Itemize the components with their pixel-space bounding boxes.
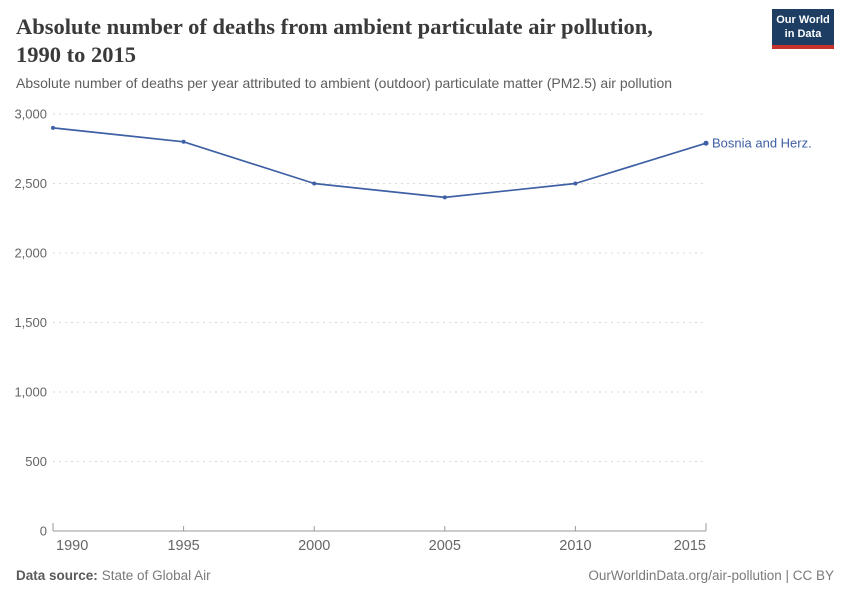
title-line-2: 1990 to 2015: [16, 42, 136, 67]
y-tick-label: 3,000: [14, 107, 47, 122]
data-point: [181, 139, 186, 144]
data-source: Data source: State of Global Air: [16, 567, 211, 584]
x-tick-label: 2000: [298, 538, 330, 554]
x-tick-label: 2010: [559, 538, 591, 554]
data-point: [442, 195, 447, 200]
chart-subtitle: Absolute number of deaths per year attri…: [16, 75, 673, 91]
y-tick-label: 500: [25, 454, 47, 469]
data-source-value: State of Global Air: [101, 568, 211, 583]
data-point: [312, 181, 317, 186]
data-point: [573, 181, 578, 186]
logo-line-2: in Data: [784, 27, 822, 40]
x-tick-label: 1995: [167, 538, 199, 554]
title-line-1: Absolute number of deaths from ambient p…: [16, 14, 653, 39]
x-tick-label: 1990: [56, 538, 88, 554]
y-tick-label: 1,000: [14, 385, 47, 400]
data-point: [51, 125, 55, 130]
data-point: [703, 140, 709, 146]
line-chart-svg: 0 500 1,000 1,500 2,000 2,500 3,000 1990 1995 200…: [14, 107, 812, 555]
y-tick-label: 2,000: [14, 246, 47, 261]
y-tick-label: 2,500: [14, 176, 47, 191]
y-tick-label: 0: [40, 524, 47, 539]
logo-line-1: Our World: [776, 14, 830, 26]
y-tick-label: 1,500: [14, 315, 47, 330]
x-tick-label: 2005: [429, 538, 461, 554]
owid-logo: Our World in Data: [772, 9, 834, 49]
chart-footer: Data source: State of Global Air OurWorld…: [16, 567, 834, 584]
x-tick-label: 2015: [674, 538, 706, 554]
series-end-label: Bosnia and Herz.: [712, 136, 812, 151]
chart-line: [52, 127, 707, 199]
page-title: Absolute number of deaths from ambient p…: [16, 13, 756, 69]
data-source-label: Data source:: [16, 568, 98, 583]
credit-text: OurWorldinData.org/air-pollution | CC BY: [588, 568, 834, 583]
